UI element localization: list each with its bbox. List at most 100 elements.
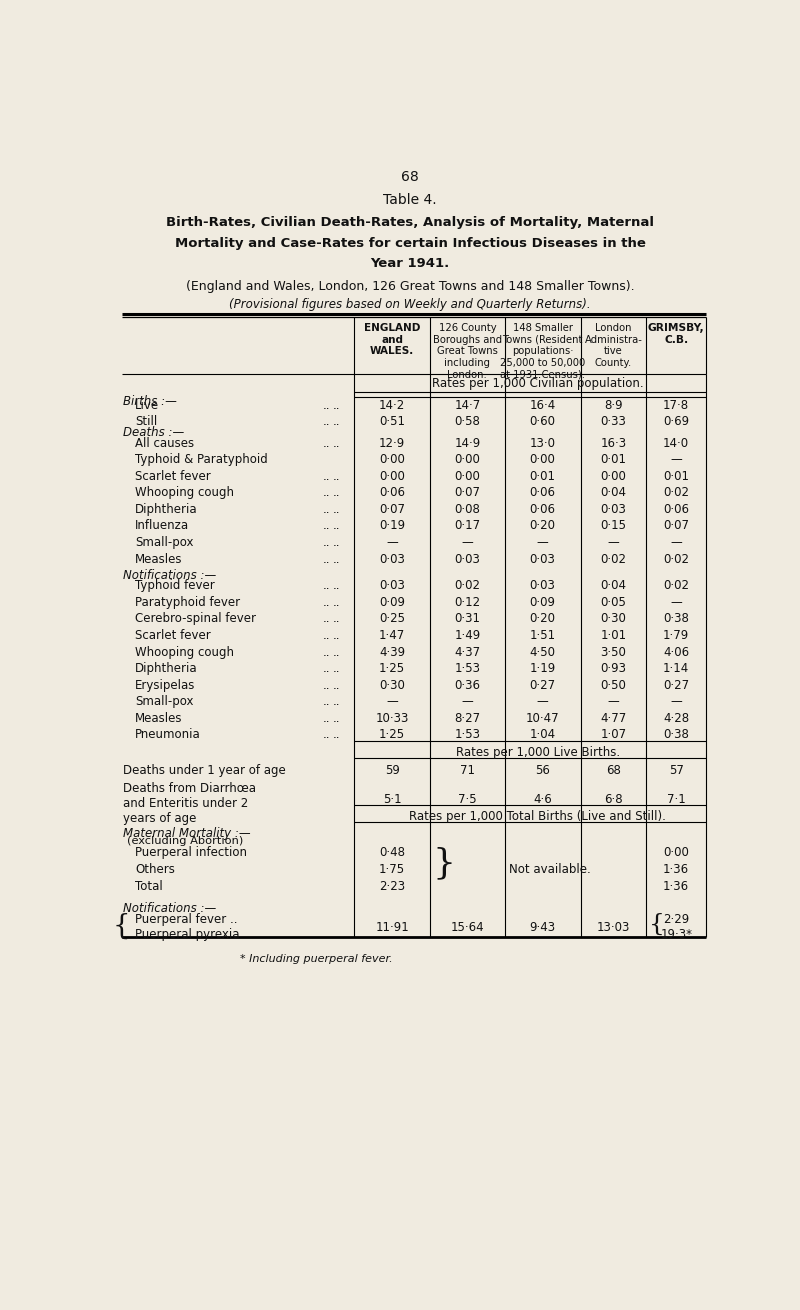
Text: 0·20: 0·20 [530,613,555,625]
Text: ..: .. [333,728,340,741]
Text: ..: .. [333,629,340,642]
Text: Scarlet fever: Scarlet fever [135,470,210,483]
Text: 68: 68 [606,765,621,777]
Text: ..: .. [323,415,330,428]
Text: 0·07: 0·07 [379,503,405,516]
Text: Typhoid & Paratyphoid: Typhoid & Paratyphoid [135,453,268,466]
Text: 10·47: 10·47 [526,711,559,724]
Text: 1·36: 1·36 [663,879,690,892]
Text: ..: .. [323,486,330,499]
Text: 0·00: 0·00 [663,846,689,859]
Text: 0·00: 0·00 [379,453,405,466]
Text: —: — [670,453,682,466]
Text: 0·12: 0·12 [454,596,481,609]
Text: 0·51: 0·51 [379,415,405,428]
Text: 0·04: 0·04 [601,486,626,499]
Text: 1·49: 1·49 [454,629,481,642]
Text: 12·9: 12·9 [379,436,406,449]
Text: ..: .. [323,728,330,741]
Text: —: — [670,536,682,549]
Text: 1·01: 1·01 [600,629,626,642]
Text: 0·93: 0·93 [601,662,626,675]
Text: 68: 68 [401,170,419,185]
Text: —: — [462,696,474,709]
Text: ..: .. [323,536,330,549]
Text: 0·30: 0·30 [601,613,626,625]
Text: 1·14: 1·14 [663,662,690,675]
Text: 0·48: 0·48 [379,846,405,859]
Text: 0·00: 0·00 [530,453,555,466]
Text: 0·04: 0·04 [601,579,626,592]
Text: All causes: All causes [135,436,194,449]
Text: 56: 56 [535,765,550,777]
Text: 0·31: 0·31 [454,613,480,625]
Text: 0·09: 0·09 [530,596,555,609]
Text: 1·47: 1·47 [379,629,406,642]
Text: 148 Smaller
Towns (Resident
populations·
25,000 to 50,000
at 1931 Census).: 148 Smaller Towns (Resident populations·… [500,324,585,380]
Text: (England and Wales, London, 126 Great Towns and 148 Smaller Towns).: (England and Wales, London, 126 Great To… [186,279,634,292]
Text: 0·00: 0·00 [601,470,626,483]
Text: ..: .. [333,613,340,625]
Text: 0·02: 0·02 [663,486,690,499]
Text: 14·7: 14·7 [454,398,481,411]
Text: 1·53: 1·53 [454,662,480,675]
Text: ..: .. [323,470,330,483]
Text: 0·60: 0·60 [530,415,555,428]
Text: Diphtheria: Diphtheria [135,503,198,516]
Text: 0·27: 0·27 [530,679,555,692]
Text: Puerperal pyrexia: Puerperal pyrexia [135,929,239,942]
Text: 0·01: 0·01 [530,470,555,483]
Text: ..: .. [333,503,340,516]
Text: Year 1941.: Year 1941. [370,257,450,270]
Text: 10·33: 10·33 [375,711,409,724]
Text: Deaths :—: Deaths :— [123,426,185,439]
Text: 1·25: 1·25 [379,728,406,741]
Text: {: { [649,913,665,935]
Text: 0·02: 0·02 [454,579,480,592]
Text: 4·28: 4·28 [663,711,690,724]
Text: 0·00: 0·00 [454,470,480,483]
Text: 7·5: 7·5 [458,794,477,806]
Text: 0·50: 0·50 [601,679,626,692]
Text: 0·08: 0·08 [454,503,480,516]
Text: 1·25: 1·25 [379,662,406,675]
Text: ..: .. [323,398,330,411]
Text: 1·51: 1·51 [530,629,555,642]
Text: (excluding Abortion): (excluding Abortion) [127,836,243,846]
Text: —: — [670,696,682,709]
Text: 16·3: 16·3 [600,436,626,449]
Text: 0·06: 0·06 [663,503,690,516]
Text: 1·19: 1·19 [530,662,556,675]
Text: {: { [113,913,130,939]
Text: 14·0: 14·0 [663,436,690,449]
Text: 0·03: 0·03 [379,553,405,566]
Text: 14·9: 14·9 [454,436,481,449]
Text: 0·02: 0·02 [601,553,626,566]
Text: ..: .. [333,696,340,709]
Text: Rates per 1,000 Total Births (Live and Still).: Rates per 1,000 Total Births (Live and S… [410,810,666,823]
Text: Rates per 1,000 Live Births.: Rates per 1,000 Live Births. [456,745,620,758]
Text: 0·03: 0·03 [601,503,626,516]
Text: Notifications :—: Notifications :— [123,903,217,916]
Text: 8·9: 8·9 [604,398,622,411]
Text: —: — [607,536,619,549]
Text: 15·64: 15·64 [450,921,484,934]
Text: 5·1: 5·1 [383,794,402,806]
Text: 1·07: 1·07 [600,728,626,741]
Text: Notifications :—: Notifications :— [123,569,217,582]
Text: 0·09: 0·09 [379,596,405,609]
Text: ..: .. [333,486,340,499]
Text: 4·37: 4·37 [454,646,481,659]
Text: —: — [386,696,398,709]
Text: 0·38: 0·38 [663,613,689,625]
Text: 0·06: 0·06 [530,503,555,516]
Text: ..: .. [323,696,330,709]
Text: Others: Others [135,863,174,876]
Text: —: — [462,536,474,549]
Text: 6·8: 6·8 [604,794,622,806]
Text: Live: Live [135,398,159,411]
Text: 0·03: 0·03 [454,553,480,566]
Text: 1·79: 1·79 [663,629,690,642]
Text: 0·00: 0·00 [379,470,405,483]
Text: 4·06: 4·06 [663,646,690,659]
